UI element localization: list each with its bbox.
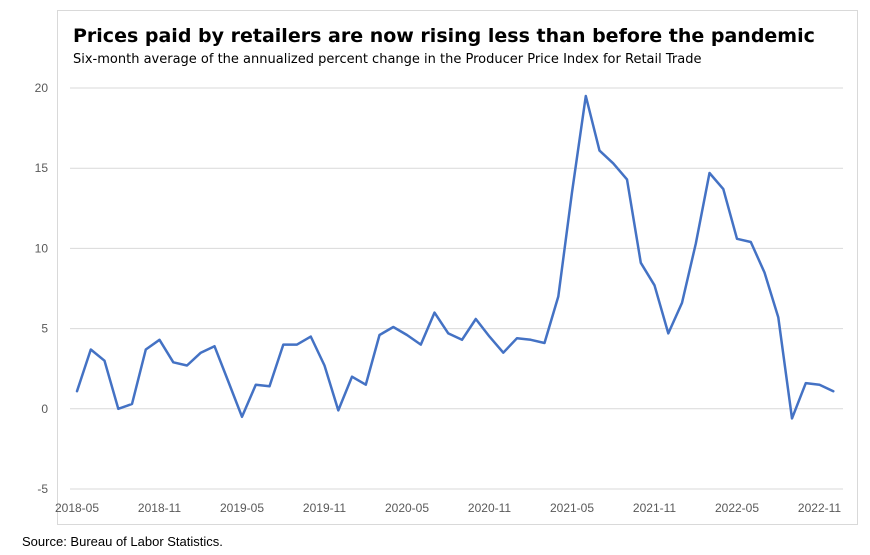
chart-title: Prices paid by retailers are now rising … — [73, 25, 815, 47]
x-tick-label: 2021-05 — [550, 501, 594, 515]
y-tick-label: 5 — [41, 322, 48, 336]
source-note: Source: Bureau of Labor Statistics. — [22, 534, 223, 549]
series-line — [75, 94, 835, 420]
y-tick-label: 0 — [41, 402, 48, 416]
x-tick-label: 2021-11 — [633, 501, 676, 515]
x-tick-label: 2022-05 — [715, 501, 759, 515]
x-tick-label: 2019-05 — [220, 501, 264, 515]
chart-frame — [57, 10, 858, 525]
chart-subtitle: Six-month average of the annualized perc… — [73, 52, 702, 67]
x-tick-label: 2018-05 — [55, 501, 99, 515]
y-tick-label: -5 — [37, 482, 48, 496]
x-tick-label: 2019-11 — [303, 501, 346, 515]
x-tick-label: 2018-11 — [138, 501, 181, 515]
y-tick-label: 20 — [35, 81, 49, 95]
x-tick-label: 2020-05 — [385, 501, 429, 515]
y-tick-label: 10 — [35, 241, 49, 255]
x-tick-label: 2022-11 — [798, 501, 841, 515]
y-tick-label: 15 — [35, 161, 49, 175]
x-tick-label: 2020-11 — [468, 501, 511, 515]
